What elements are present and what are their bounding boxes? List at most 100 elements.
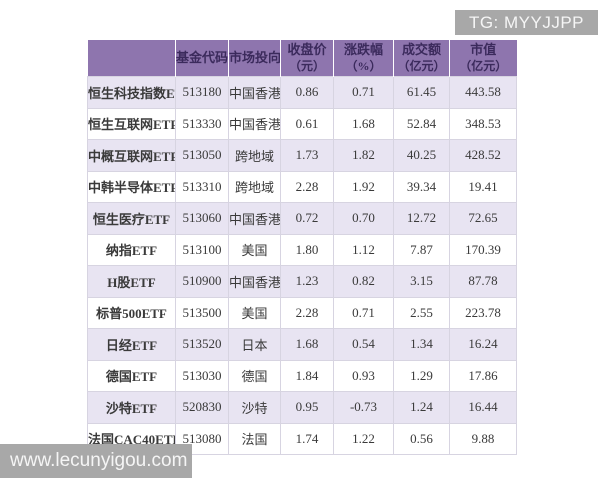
change-pct-cell: 0.71: [333, 76, 394, 109]
market-cap-cell: 16.44: [449, 391, 517, 424]
col-header-turnover: 成交额 （亿元）: [393, 40, 450, 77]
col-header-fund-code: 基金代码: [175, 40, 229, 77]
fund-name-cell: 中韩半导体ETF: [87, 170, 176, 203]
change-pct-cell: 0.82: [333, 265, 394, 298]
col-header-label: 成交额: [401, 42, 441, 58]
fund-name-cell: 沙特ETF: [87, 391, 176, 424]
fund-name-cell: 恒生医疗ETF: [87, 202, 176, 235]
col-header-market: 市场投向: [228, 40, 281, 77]
table-row: 中韩半导体ETF 513310 跨地域 2.28 1.92 39.34 19.4…: [87, 170, 517, 203]
col-header-label: 涨跌幅: [343, 42, 383, 58]
fund-name-cell: H股ETF: [87, 265, 176, 298]
fund-name-cell: 中概互联网ETF: [87, 139, 176, 172]
close-price-cell: 1.73: [280, 139, 334, 172]
table-row: 日经ETF 513520 日本 1.68 0.54 1.34 16.24: [87, 328, 517, 361]
turnover-cell: 39.34: [393, 170, 450, 203]
col-header-fund-name: [87, 40, 176, 77]
fund-name-cell: 纳指ETF: [87, 233, 176, 266]
turnover-cell: 40.25: [393, 139, 450, 172]
col-header-label: 市场投向: [229, 49, 281, 65]
market-cap-cell: 9.88: [449, 422, 517, 455]
market-cap-cell: 428.52: [449, 139, 517, 172]
market-cell: 中国香港: [228, 107, 281, 140]
market-cell: 法国: [228, 422, 281, 455]
col-header-label: 收盘价: [287, 42, 327, 58]
table-row: 德国ETF 513030 德国 1.84 0.93 1.29 17.86: [87, 359, 517, 392]
watermark: www.lecunyigou.com: [0, 444, 192, 478]
close-price-cell: 0.72: [280, 202, 334, 235]
table-row: 沙特ETF 520830 沙特 0.95 -0.73 1.24 16.44: [87, 391, 517, 424]
col-header-close-price: 收盘价 （元）: [280, 40, 334, 77]
market-cell: 沙特: [228, 391, 281, 424]
turnover-cell: 1.24: [393, 391, 450, 424]
fund-code-cell: 513500: [175, 296, 229, 329]
table-row: 恒生医疗ETF 513060 中国香港 0.72 0.70 12.72 72.6…: [87, 202, 517, 235]
turnover-cell: 2.55: [393, 296, 450, 329]
close-price-cell: 0.61: [280, 107, 334, 140]
fund-name-cell: 德国ETF: [87, 359, 176, 392]
turnover-cell: 3.15: [393, 265, 450, 298]
turnover-cell: 52.84: [393, 107, 450, 140]
close-price-cell: 0.86: [280, 76, 334, 109]
col-header-unit: （亿元）: [459, 58, 508, 73]
table-row: 恒生互联网ETF 513330 中国香港 0.61 1.68 52.84 348…: [87, 107, 517, 140]
market-cap-cell: 87.78: [449, 265, 517, 298]
change-pct-cell: 0.93: [333, 359, 394, 392]
close-price-cell: 0.95: [280, 391, 334, 424]
turnover-cell: 7.87: [393, 233, 450, 266]
col-header-market-cap: 市值 （亿元）: [449, 40, 517, 77]
table-row: H股ETF 510900 中国香港 1.23 0.82 3.15 87.78: [87, 265, 517, 298]
turnover-cell: 61.45: [393, 76, 450, 109]
turnover-cell: 1.29: [393, 359, 450, 392]
market-cap-cell: 16.24: [449, 328, 517, 361]
fund-name-cell: 标普500ETF: [87, 296, 176, 329]
fund-code-cell: 513180: [175, 76, 229, 109]
market-cap-cell: 223.78: [449, 296, 517, 329]
table-row: 纳指ETF 513100 美国 1.80 1.12 7.87 170.39: [87, 233, 517, 266]
fund-code-cell: 513060: [175, 202, 229, 235]
market-cell: 美国: [228, 296, 281, 329]
fund-code-cell: 520830: [175, 391, 229, 424]
market-cell: 日本: [228, 328, 281, 361]
market-cell: 德国: [228, 359, 281, 392]
turnover-cell: 1.34: [393, 328, 450, 361]
fund-code-cell: 513310: [175, 170, 229, 203]
col-header-change-pct: 涨跌幅 （%）: [333, 40, 394, 77]
col-header-unit: （亿元）: [397, 58, 446, 73]
table-row: 中概互联网ETF 513050 跨地域 1.73 1.82 40.25 428.…: [87, 139, 517, 172]
close-price-cell: 2.28: [280, 170, 334, 203]
market-cell: 跨地域: [228, 170, 281, 203]
close-price-cell: 2.28: [280, 296, 334, 329]
fund-code-cell: 510900: [175, 265, 229, 298]
table-row: 标普500ETF 513500 美国 2.28 0.71 2.55 223.78: [87, 296, 517, 329]
change-pct-cell: 0.70: [333, 202, 394, 235]
col-header-unit: （元）: [288, 58, 325, 73]
market-cap-cell: 170.39: [449, 233, 517, 266]
turnover-cell: 12.72: [393, 202, 450, 235]
fund-code-cell: 513100: [175, 233, 229, 266]
market-cell: 中国香港: [228, 76, 281, 109]
market-cell: 中国香港: [228, 265, 281, 298]
close-price-cell: 1.80: [280, 233, 334, 266]
fund-name-cell: 恒生科技指数ETF: [87, 76, 176, 109]
close-price-cell: 1.68: [280, 328, 334, 361]
market-cap-cell: 17.86: [449, 359, 517, 392]
close-price-cell: 1.74: [280, 422, 334, 455]
etf-table: 基金代码 市场投向 收盘价 （元） 涨跌幅 （%） 成交额 （亿元）: [87, 40, 517, 455]
col-header-label: 市值: [470, 42, 497, 58]
table-row: 恒生科技指数ETF 513180 中国香港 0.86 0.71 61.45 44…: [87, 76, 517, 109]
market-cell: 美国: [228, 233, 281, 266]
fund-code-cell: 513050: [175, 139, 229, 172]
change-pct-cell: 1.22: [333, 422, 394, 455]
table-header-row: 基金代码 市场投向 收盘价 （元） 涨跌幅 （%） 成交额 （亿元）: [87, 40, 517, 77]
market-cap-cell: 443.58: [449, 76, 517, 109]
change-pct-cell: 1.92: [333, 170, 394, 203]
market-cap-cell: 72.65: [449, 202, 517, 235]
fund-code-cell: 513520: [175, 328, 229, 361]
change-pct-cell: 1.68: [333, 107, 394, 140]
change-pct-cell: 1.12: [333, 233, 394, 266]
fund-code-cell: 513030: [175, 359, 229, 392]
close-price-cell: 1.23: [280, 265, 334, 298]
market-cap-cell: 19.41: [449, 170, 517, 203]
